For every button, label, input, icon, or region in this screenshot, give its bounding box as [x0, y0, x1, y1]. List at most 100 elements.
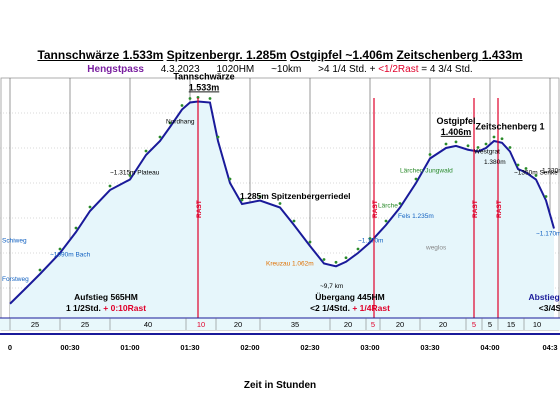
segment-minutes: 25: [31, 320, 39, 329]
tree-marker: [454, 140, 458, 144]
summary-time: <2 1/4Std. + 1/4Rast: [310, 303, 390, 313]
tree-marker: [196, 96, 200, 99]
x-tick-label: 03:00: [360, 343, 379, 352]
tree-marker: [384, 219, 388, 223]
annotation: Nordhang: [166, 119, 195, 126]
tree-marker: [344, 256, 348, 260]
x-tick-label: 03:30: [420, 343, 439, 352]
annotation: ~1090m Bach: [50, 252, 91, 259]
segment-minutes: 25: [81, 320, 89, 329]
segment-minutes: 15: [507, 320, 515, 329]
tree-marker: [128, 174, 132, 177]
tree-marker: [534, 174, 538, 177]
summary-time-walk: <2 1/4Std.: [310, 303, 352, 313]
segment-minutes: 10: [197, 320, 205, 329]
tree-marker: [516, 163, 520, 167]
tree-marker: [258, 195, 262, 198]
annotation: ~1.170m: [358, 238, 383, 245]
tree-marker: [58, 247, 62, 251]
tree-marker: [368, 237, 372, 240]
segment-minutes: 5: [472, 320, 476, 329]
summary-time-rest: + 1/4Rast: [352, 303, 390, 313]
subtitle-route: Hengstpass: [87, 64, 144, 75]
profile-area: [10, 101, 554, 330]
summary-title: Aufstieg 565HM: [74, 292, 138, 302]
x-tick-label: 04:00: [480, 343, 499, 352]
tree-marker: [428, 153, 432, 156]
rest-label: RAST: [472, 200, 479, 218]
tree-marker: [524, 167, 528, 170]
peak-name: Zeitschenberg 1: [475, 122, 544, 132]
summary-title: Abstieg 10: [529, 292, 560, 302]
title-peak-4: Zeitschenberg 1.433m: [396, 48, 523, 62]
segment-minutes: 5: [488, 320, 492, 329]
annotation: ~1350m Senke: [514, 169, 558, 176]
annotation: Kreuzau 1.062m: [266, 260, 314, 267]
peak-name: Tannschwärze: [173, 71, 234, 81]
annotation: 1.285m Spitzenbergerriedel: [240, 191, 351, 201]
tree-marker: [466, 144, 470, 148]
annotation: 1.380m: [484, 159, 506, 166]
tree-marker: [292, 219, 296, 223]
peak-elevation: 1.406m: [441, 127, 472, 137]
segment-minutes: 20: [344, 320, 352, 329]
tree-marker: [38, 268, 42, 272]
subtitle-distance: ~10km: [271, 64, 302, 75]
tree-marker: [508, 146, 512, 149]
tree-marker: [216, 135, 220, 139]
summary-time: 1 1/2Std. + 0:10Rast: [66, 303, 146, 313]
x-axis-title: Zeit in Stunden: [243, 380, 317, 391]
segment-minutes: 5: [371, 320, 375, 329]
tree-marker: [74, 226, 78, 230]
tree-marker: [180, 104, 184, 107]
x-tick-label: 01:00: [120, 343, 139, 352]
title-peak-3: Ostgipfel ~1.406m: [290, 48, 394, 62]
title-peak-2: Spitzenbergr. 1.285m: [166, 48, 287, 62]
tree-marker: [228, 177, 232, 181]
x-tick-label: 02:30: [300, 343, 319, 352]
summary-title: Übergang 445HM: [315, 292, 384, 302]
x-tick-label: 02:00: [240, 343, 259, 352]
subtitle-hm: 1020HM: [216, 64, 255, 75]
x-tick-label: 0: [8, 343, 12, 352]
tree-marker: [334, 260, 338, 264]
x-tick-label: 01:30: [180, 343, 199, 352]
chart-title: Tannschwärze 1.533m Spitzenbergr. 1.285m…: [0, 48, 560, 62]
tree-marker: [444, 142, 448, 146]
tree-marker: [278, 202, 282, 205]
subtitle-time-main: >4 1/4 Std. +: [318, 64, 376, 75]
title-peak-1: Tannschwärze 1.533m: [37, 48, 164, 62]
tree-marker: [322, 258, 326, 261]
tree-marker: [308, 240, 312, 244]
segment-minutes: 10: [533, 320, 541, 329]
segment-minutes: 40: [144, 320, 152, 329]
summary-time-walk: <3/4S: [539, 303, 560, 313]
tree-marker: [492, 135, 496, 139]
tree-marker: [188, 97, 192, 100]
annotation: Lärche: [378, 203, 398, 210]
annotation: Schiweg: [2, 238, 27, 245]
tree-marker: [158, 135, 162, 139]
tree-marker: [356, 247, 360, 251]
tree-marker: [88, 205, 92, 209]
tree-marker: [168, 121, 172, 125]
summary-time-rest: + 0:10Rast: [103, 303, 146, 313]
segment-minutes: 20: [396, 320, 404, 329]
rest-label: RAST: [372, 200, 379, 218]
summary-time-walk: 1 1/2Std.: [66, 303, 103, 313]
subtitle-time-rest: <1/2Rast: [378, 64, 419, 75]
subtitle-date: 4.3.2023: [160, 64, 200, 75]
annotation: Westgrat: [474, 148, 500, 155]
annotation: ~1.170m: [536, 231, 560, 238]
tree-marker: [240, 198, 244, 202]
subtitle-time-total: = 4 3/4 Std.: [421, 64, 473, 75]
annotation: ~1.315m Plateau: [110, 169, 160, 176]
summary-time: <3/4S: [539, 303, 560, 313]
rest-label: RAST: [196, 200, 203, 218]
x-tick-label: 04:3: [542, 343, 557, 352]
annotation: Fels 1.235m: [398, 213, 434, 220]
tree-marker: [108, 184, 112, 188]
segment-minutes: 20: [439, 320, 447, 329]
rest-label: RAST: [496, 200, 503, 218]
